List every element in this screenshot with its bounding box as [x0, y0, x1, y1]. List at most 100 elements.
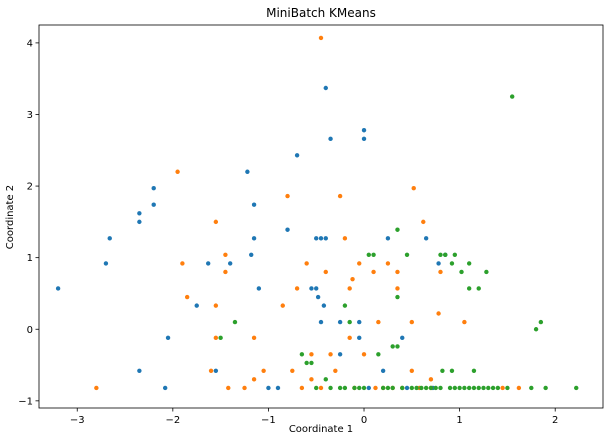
scatter-point: [380, 385, 386, 391]
scatter-point: [419, 385, 424, 391]
scatter-point: [342, 303, 348, 308]
scatter-point: [314, 236, 319, 241]
scatter-point: [309, 377, 314, 382]
scatter-point: [337, 319, 343, 325]
scatter-point: [529, 385, 534, 391]
scatter-point: [266, 385, 271, 391]
scatter-point: [385, 261, 391, 266]
scatter-point: [328, 136, 333, 142]
plot-frame: [38, 24, 604, 409]
scatter-point: [213, 368, 219, 373]
scatter-point: [466, 261, 472, 266]
chart-title: MiniBatch KMeans: [266, 6, 376, 20]
scatter-point: [323, 269, 328, 275]
scatter-point: [184, 294, 190, 300]
scatter-point: [275, 385, 281, 391]
scatter-point: [318, 35, 324, 41]
scatter-point: [371, 252, 376, 257]
scatter-point: [280, 303, 285, 308]
scatter-point: [516, 385, 522, 391]
scatter-point: [208, 368, 214, 373]
scatter-point: [261, 368, 266, 373]
scatter-point: [457, 385, 462, 391]
scatter-point: [449, 368, 455, 373]
scatter-point: [347, 319, 352, 325]
scatter-point: [574, 385, 579, 391]
y-tick-label: 4: [27, 38, 33, 49]
scatter-point: [321, 303, 327, 308]
scatter-point: [226, 385, 231, 391]
scatter-point: [366, 385, 371, 391]
scatter-point: [309, 360, 314, 366]
scatter-point: [357, 335, 362, 341]
scatter-point: [323, 236, 328, 241]
scatter-point: [423, 385, 429, 391]
y-tick-label: 0: [27, 325, 33, 336]
scatter-point: [459, 269, 464, 275]
scatter-point: [361, 352, 367, 357]
scatter-point: [466, 286, 472, 291]
axis-ticks: −3 −2 −1 0 1 2 −1 0 1 2 3 4: [18, 38, 558, 426]
scatter-point: [395, 294, 400, 300]
scatter-point: [194, 303, 199, 308]
x-tick-label: −1: [261, 415, 276, 426]
scatter-point: [390, 385, 395, 391]
scatter-point: [447, 385, 453, 391]
scatter-point: [481, 385, 486, 391]
scatter-point: [251, 377, 257, 382]
scatter-point: [256, 286, 262, 291]
scatter-point: [103, 261, 109, 266]
scatter-point: [423, 236, 429, 241]
scatter-point: [328, 385, 333, 391]
scatter-point: [350, 276, 355, 282]
scatter-point: [323, 377, 328, 382]
scatter-point: [361, 385, 367, 391]
y-tick-label: 3: [27, 110, 33, 121]
scatter-point: [395, 269, 400, 275]
scatter-point: [462, 385, 467, 391]
scatter-point: [395, 227, 400, 232]
scatter-point: [471, 385, 477, 391]
scatter-point: [490, 385, 496, 391]
scatter-point: [385, 236, 391, 241]
scatter-point: [137, 219, 142, 225]
scatter-point: [411, 186, 416, 191]
scatter-point: [347, 335, 352, 341]
scatter-point: [213, 219, 219, 225]
scatter-point: [390, 344, 395, 349]
scatter-point: [421, 219, 426, 225]
scatter-point: [361, 128, 367, 133]
scatter-point: [290, 368, 295, 373]
y-tick-label: 1: [27, 253, 33, 264]
scatter-point: [395, 344, 400, 349]
scatter-point: [452, 252, 458, 257]
scatter-point: [137, 368, 142, 373]
scatter-point: [151, 202, 156, 207]
scatter-point: [242, 385, 247, 391]
scatter-point: [304, 261, 309, 266]
scatter-point: [180, 261, 185, 266]
scatter-point: [428, 377, 434, 382]
scatter-point: [438, 252, 443, 257]
y-tick-label: 2: [27, 182, 33, 193]
scatter-point: [509, 94, 515, 99]
scatter-point: [471, 368, 477, 373]
scatter-point: [347, 286, 352, 291]
scatter-point: [476, 385, 481, 391]
scatter-point: [249, 252, 254, 257]
scatter-point: [309, 352, 314, 357]
scatter-point: [309, 286, 314, 291]
scatter-point: [438, 269, 443, 275]
scatter-point: [227, 261, 233, 266]
scatter-point: [400, 385, 405, 391]
scatter-point: [376, 319, 381, 325]
scatter-point: [486, 385, 491, 391]
scatter-point: [357, 319, 362, 325]
scatter-point: [543, 385, 548, 391]
scatter-point: [436, 261, 441, 266]
scatter-point: [328, 352, 333, 357]
scatter-point: [538, 319, 544, 325]
scatter-point: [251, 202, 257, 207]
scatter-point: [404, 252, 410, 257]
